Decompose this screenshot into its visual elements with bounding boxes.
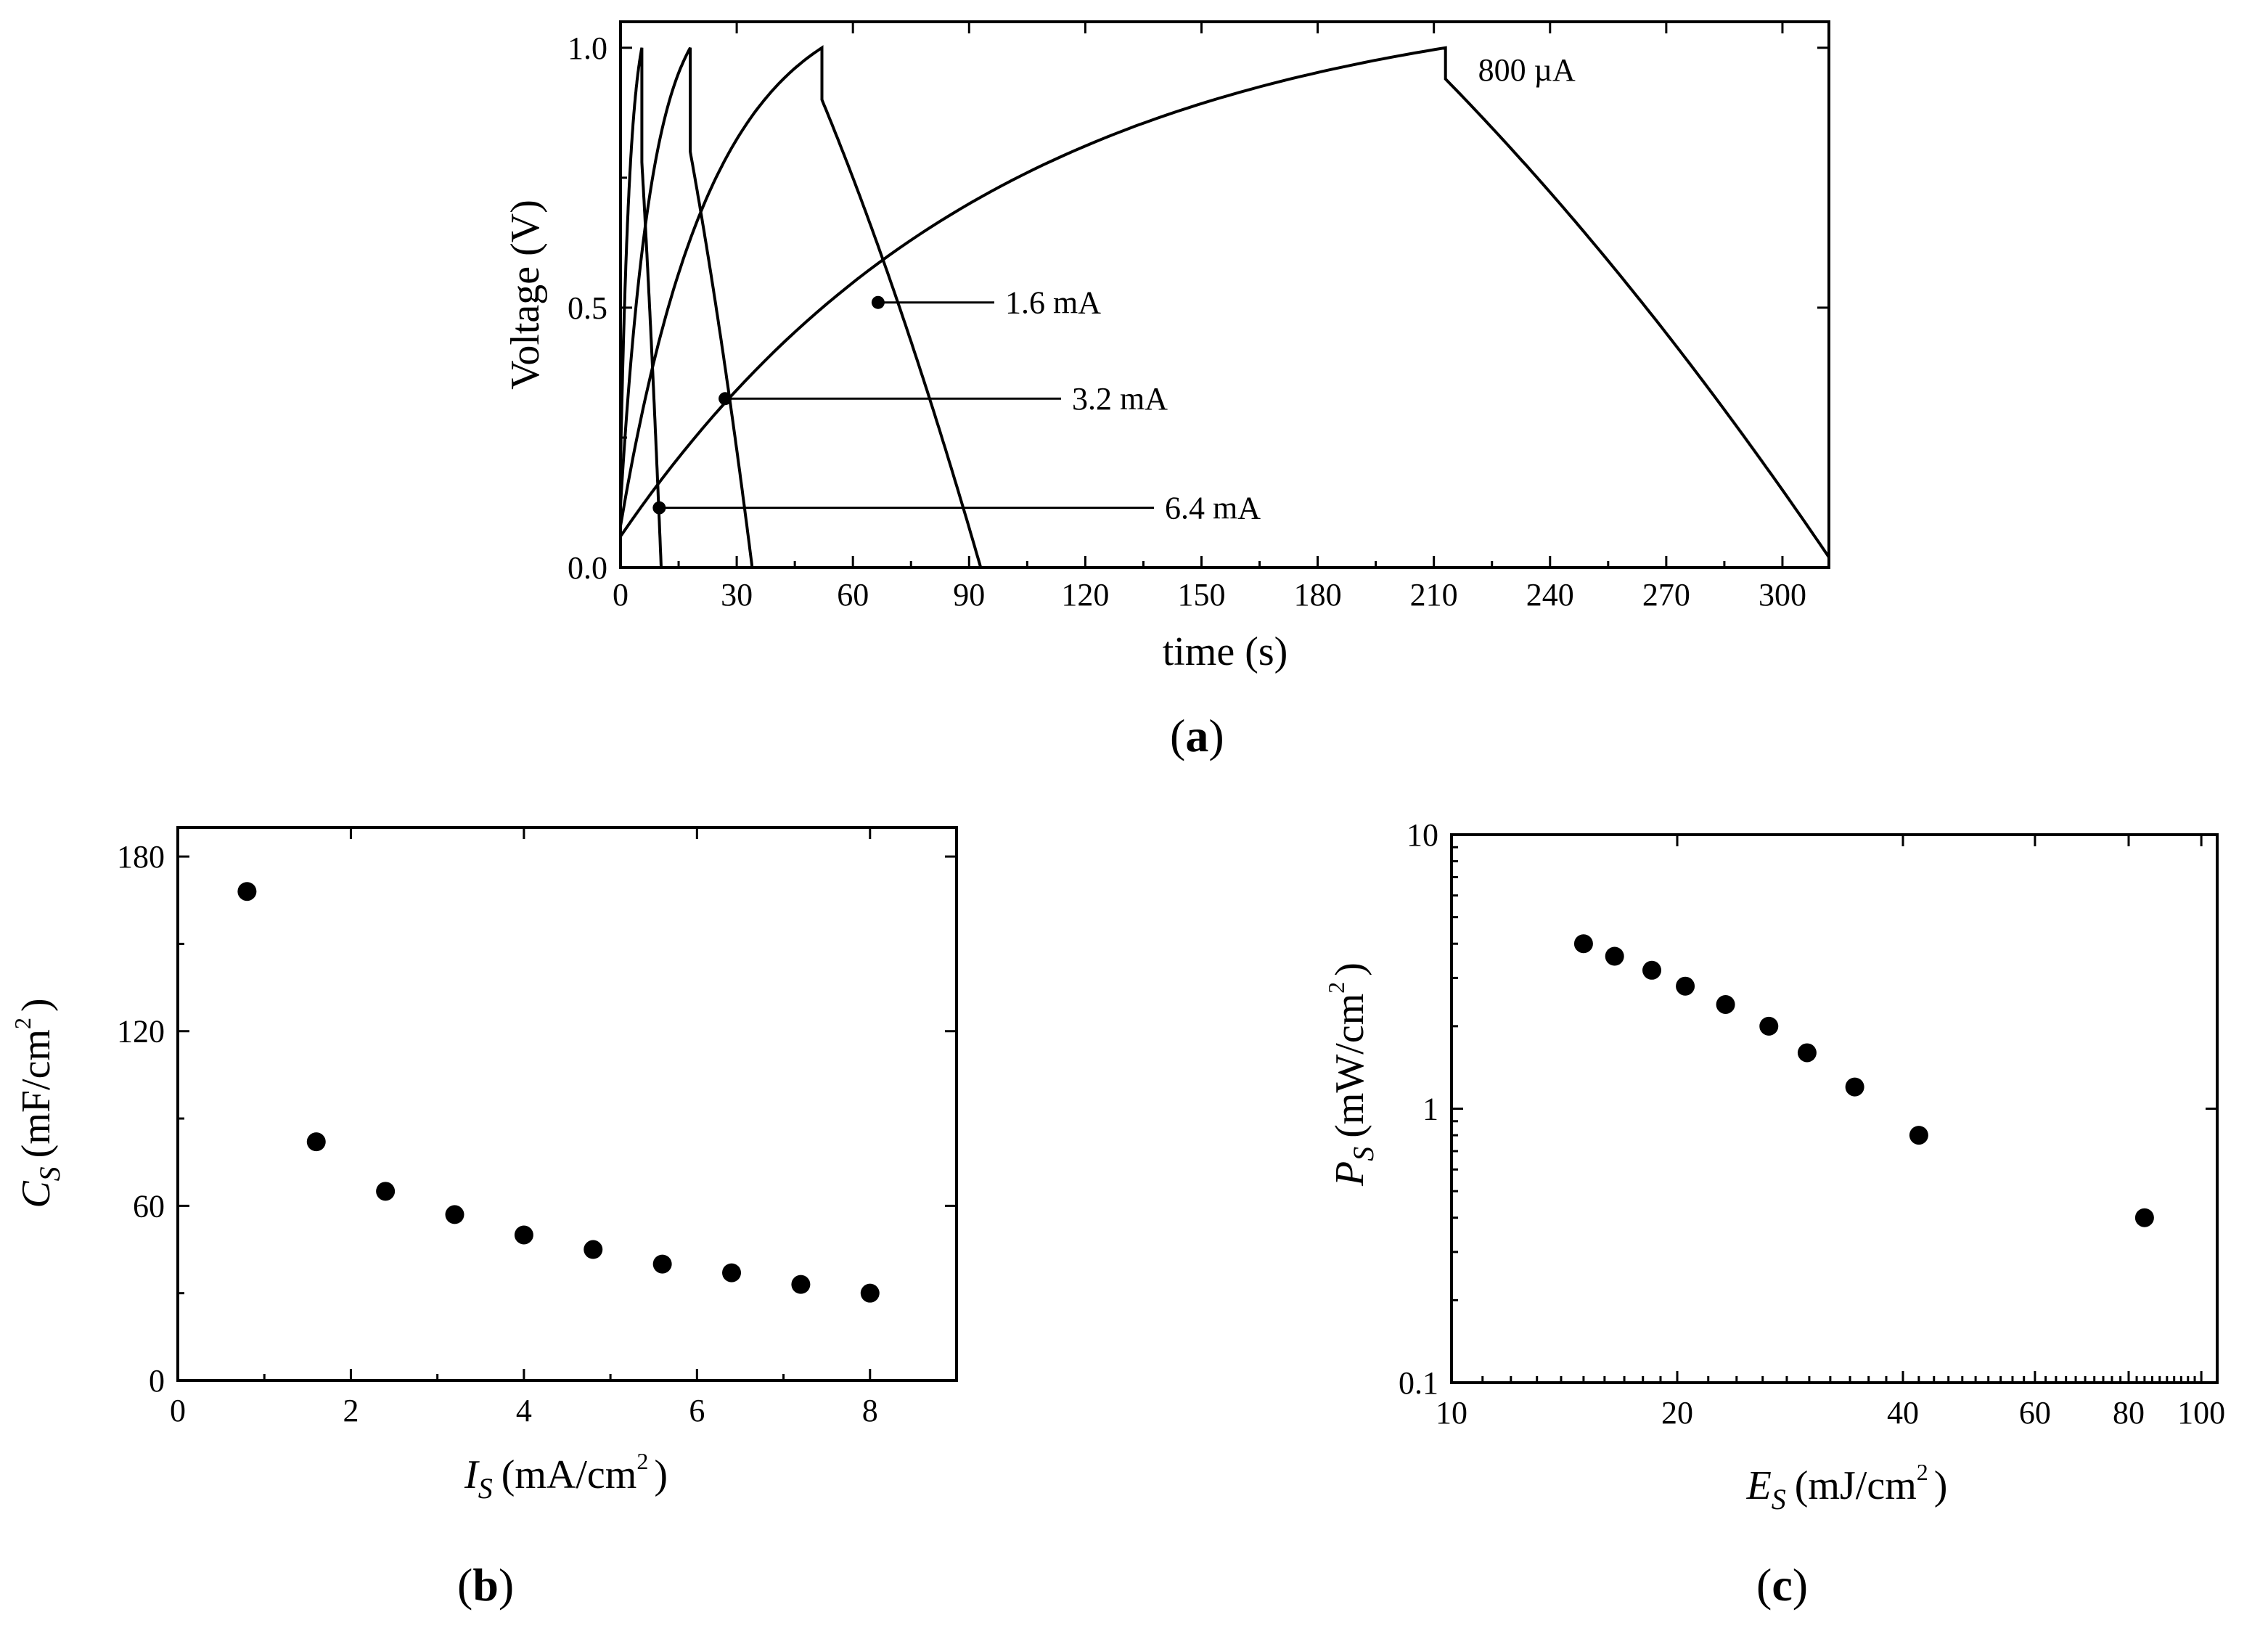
y-tick-label-b: 180 (117, 839, 165, 875)
panel-label-a: (a) (1170, 710, 1224, 761)
y-tick-label-b: 120 (117, 1014, 165, 1050)
data-point-b (584, 1240, 603, 1259)
x-tick-label-b: 2 (343, 1393, 359, 1428)
y-tick-label-b: 60 (133, 1188, 165, 1224)
data-point-c (2134, 1208, 2154, 1227)
y-tick-label-b: 0 (149, 1363, 165, 1399)
series-line-3.2-mA (619, 46, 754, 568)
panel-label-c-open: ( (1756, 1559, 1772, 1611)
axis-ticks-c: 10 20 40 60 80 100 0.1 1 10 (1399, 817, 2225, 1431)
data-point-b (514, 1225, 533, 1245)
x-tick-label-a: 30 (721, 577, 753, 613)
data-point-b (860, 1283, 880, 1303)
data-point-b (652, 1254, 672, 1274)
panel-label-b-letter: b (472, 1559, 499, 1611)
data-point-c (1642, 960, 1662, 980)
x-tick-label-a: 90 (953, 577, 985, 613)
data-point-b (376, 1182, 396, 1201)
x-axis-label-b: IS (mA/cm2) (464, 1448, 668, 1505)
y-tick-label-a: 0.5 (568, 290, 607, 326)
panel-label-c-close: ) (1793, 1559, 1808, 1611)
chart-b: 0 2 4 6 8 0 60 120 180 IS (mA/cm2) CS(mF/cm2) (b) (9, 826, 958, 1611)
x-tick-label-b: 4 (516, 1393, 532, 1428)
x-tick-label-c: 20 (1661, 1395, 1693, 1431)
x-tick-label-a: 270 (1642, 577, 1690, 613)
x-tick-label-a: 180 (1294, 577, 1342, 613)
y-tick-label-c: 0.1 (1399, 1365, 1438, 1401)
data-point-c (1676, 976, 1695, 996)
y-axis-label-b: CS(mF/cm2) (9, 998, 66, 1208)
panel-label-c-letter: c (1772, 1559, 1792, 1611)
annotations-a: 6.4 mA 3.2 mA 1.6 mA 800 µA (652, 52, 1576, 526)
chart-a: 0 30 60 90 120 150 180 210 240 270 300 0.0 0.5 1.0 6.… (503, 20, 1830, 761)
panel-label-a-letter: a (1185, 710, 1208, 761)
series-line-1.6-mA (619, 45, 983, 568)
data-point-c (1573, 934, 1593, 954)
panel-label-c: (c) (1756, 1559, 1808, 1611)
x-tick-label-a: 300 (1759, 577, 1806, 613)
data-point-c (1797, 1043, 1817, 1063)
series-label: 1.6 mA (1005, 285, 1101, 321)
axis-ticks-a: 0 30 60 90 120 150 180 210 240 270 300 0.0 0.5 1.0 (568, 22, 1829, 613)
data-point-b (237, 882, 257, 901)
y-axis-label-a: Voltage (V) (503, 200, 548, 390)
panel-label-b-open: ( (457, 1559, 472, 1611)
data-point-b (306, 1132, 326, 1152)
scatter-points-c (1573, 934, 2154, 1227)
x-tick-label-c: 60 (2019, 1395, 2051, 1431)
plot-frame-a (619, 20, 1830, 569)
series-line-800-µA (619, 46, 1830, 558)
plot-frame-c (1450, 833, 2219, 1384)
panel-label-b-close: ) (499, 1559, 514, 1611)
scatter-points-b (237, 882, 880, 1303)
x-tick-label-a: 60 (837, 577, 869, 613)
x-tick-label-c: 40 (1887, 1395, 1919, 1431)
x-tick-label-a: 120 (1061, 577, 1109, 613)
data-point-b (445, 1205, 464, 1224)
data-point-c (1845, 1077, 1864, 1097)
panel-label-b: (b) (457, 1559, 514, 1611)
x-tick-label-c: 10 (1436, 1395, 1467, 1431)
x-tick-label-a: 150 (1177, 577, 1225, 613)
series-label: 800 µA (1478, 52, 1576, 88)
axis-ticks-b: 0 2 4 6 8 0 60 120 180 (117, 827, 957, 1428)
x-tick-label-a: 0 (613, 577, 629, 613)
x-tick-label-c: 100 (2177, 1395, 2225, 1431)
y-tick-label-c: 1 (1422, 1092, 1438, 1127)
x-tick-label-a: 210 (1410, 577, 1458, 613)
x-axis-label-a: time (s) (1163, 629, 1288, 674)
x-tick-label-a: 240 (1526, 577, 1574, 613)
panel-label-a-open: ( (1170, 710, 1185, 761)
x-tick-label-b: 6 (689, 1393, 705, 1428)
series-label: 6.4 mA (1165, 491, 1261, 526)
x-axis-label-c: ES (mJ/cm2) (1746, 1459, 1948, 1515)
y-tick-label-a: 1.0 (568, 30, 607, 66)
x-tick-label-c: 80 (2113, 1395, 2145, 1431)
chart-c: 10 20 40 60 80 100 0.1 1 10 ES (mJ/cm2) PS(mW/cm2… (1323, 817, 2225, 1611)
data-point-c (1909, 1126, 1928, 1145)
x-tick-label-b: 8 (862, 1393, 878, 1428)
series-label: 3.2 mA (1072, 381, 1168, 417)
data-point-b (722, 1263, 742, 1283)
x-tick-label-b: 0 (170, 1393, 186, 1428)
data-point-c (1605, 946, 1624, 966)
data-point-b (791, 1275, 811, 1294)
series-line-6.4-mA (619, 47, 663, 568)
plot-frame-b (176, 826, 958, 1382)
data-point-c (1716, 994, 1735, 1014)
series-lines-a (619, 45, 1830, 568)
y-axis-label-c: PS(mW/cm2) (1323, 962, 1380, 1187)
y-tick-label-c: 10 (1407, 817, 1438, 853)
y-tick-label-a: 0.0 (568, 550, 607, 586)
data-point-c (1759, 1016, 1779, 1036)
panel-label-a-close: ) (1208, 710, 1224, 761)
